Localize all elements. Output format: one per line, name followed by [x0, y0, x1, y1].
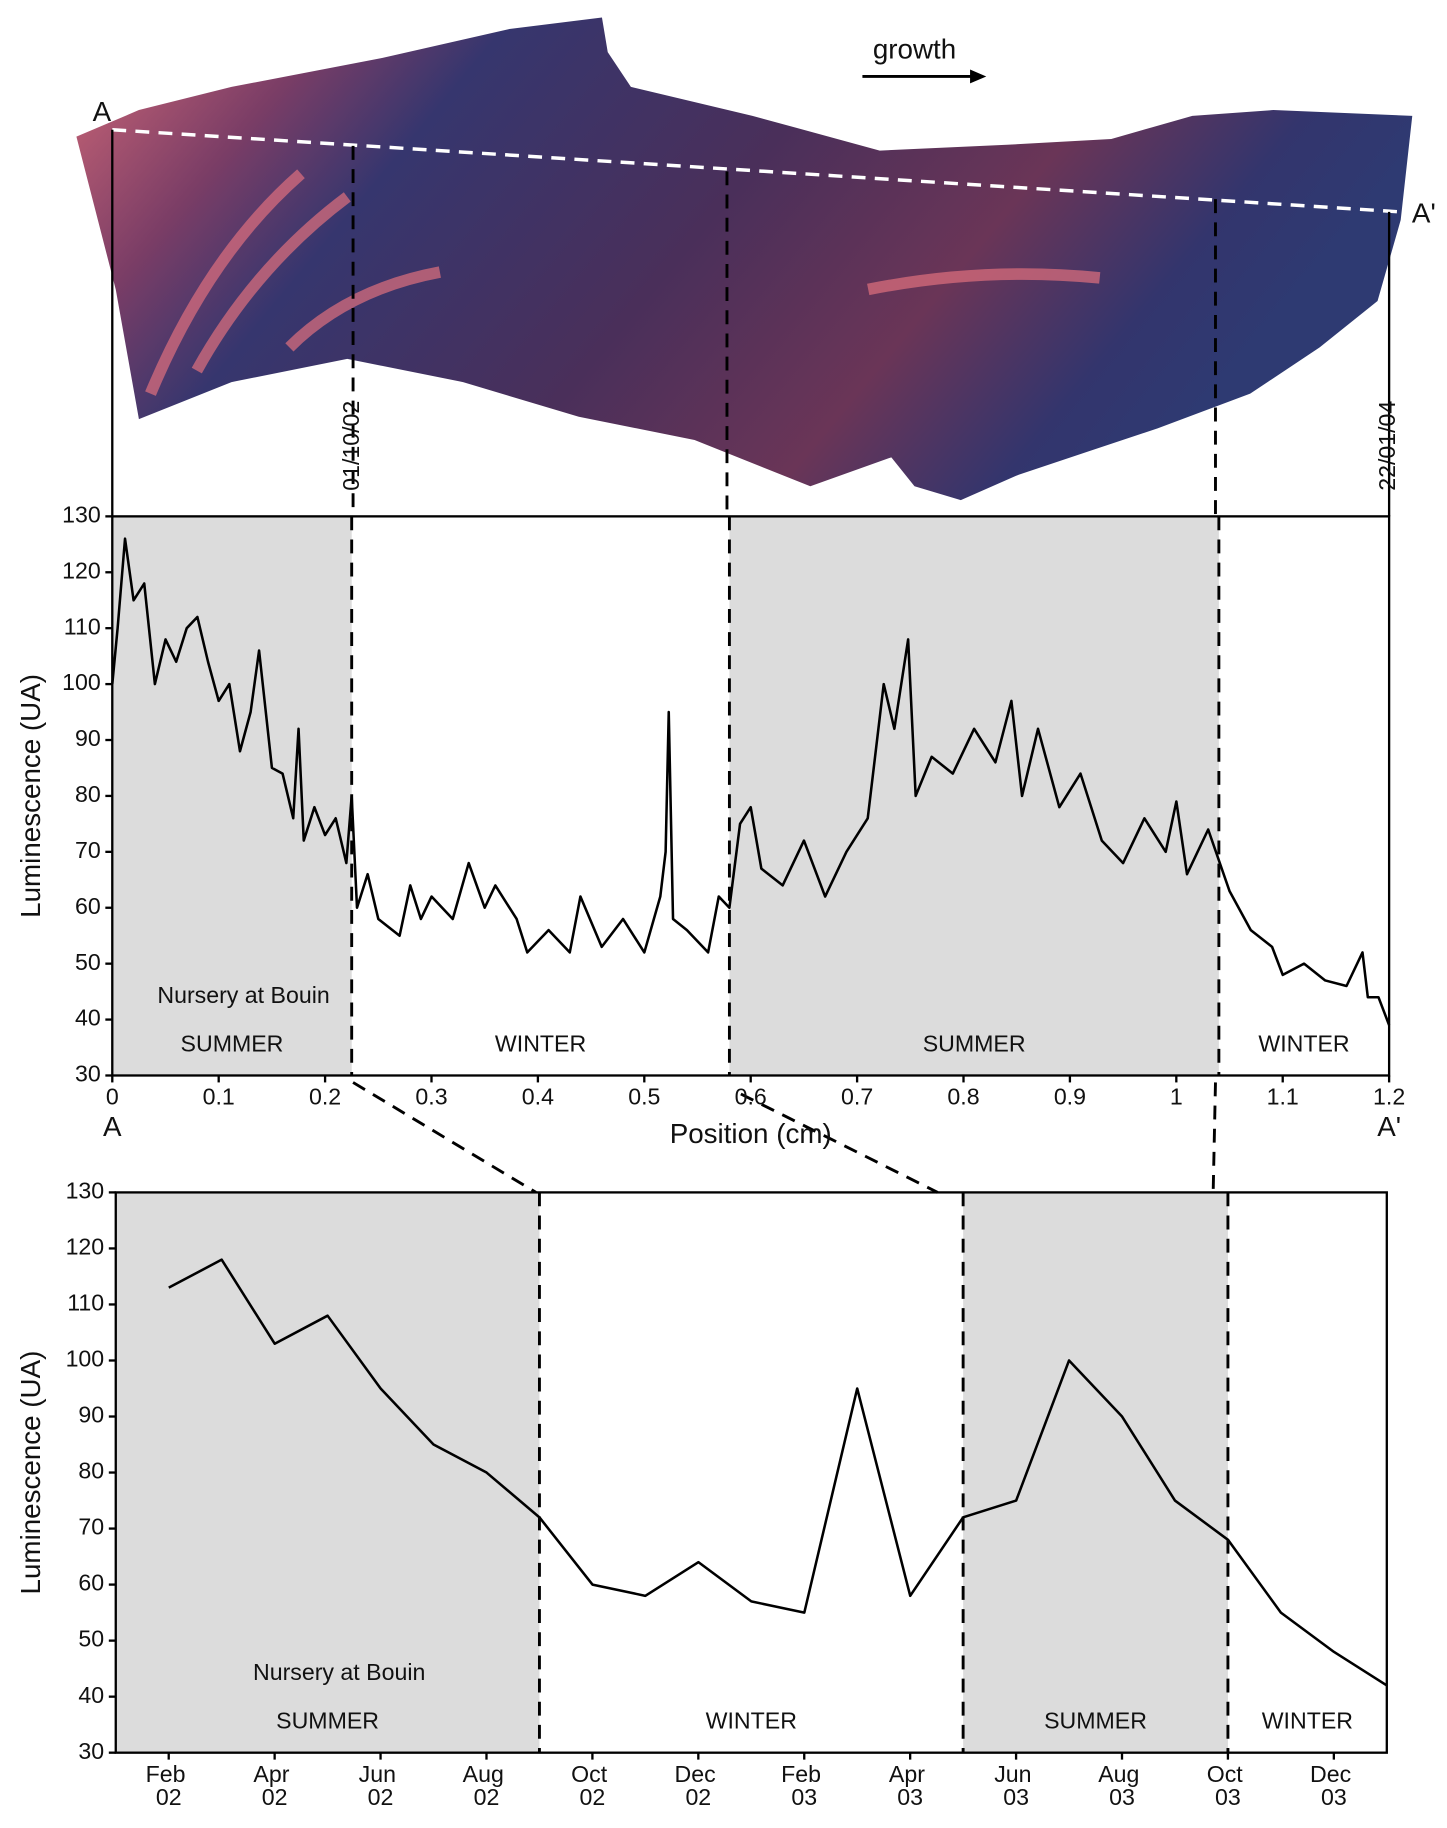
season-band [112, 516, 352, 1076]
y-tick-label: 120 [66, 1234, 105, 1260]
season-label: WINTER [495, 1030, 586, 1056]
x-tick-label: 0.8 [947, 1084, 979, 1110]
season-label: WINTER [1262, 1708, 1353, 1734]
y-tick-label: 60 [78, 1570, 104, 1596]
annotation: Nursery at Bouin [157, 982, 329, 1008]
x-tick-label: 1 [1170, 1084, 1183, 1110]
season-label: SUMMER [1044, 1708, 1147, 1734]
season-label: SUMMER [181, 1030, 284, 1056]
y-tick-label: 60 [75, 893, 101, 919]
y-tick-label: 40 [78, 1682, 104, 1708]
x-axis-label: Position (cm) [670, 1118, 832, 1149]
image-dashes [351, 145, 1217, 1194]
y-tick-label: 70 [78, 1514, 104, 1540]
season-band [729, 516, 1219, 1076]
y-tick-label: 30 [78, 1738, 104, 1764]
x-tick-label: 0.9 [1054, 1084, 1086, 1110]
x-tick-label: 1.2 [1373, 1084, 1405, 1110]
y-tick-label: 110 [67, 1290, 104, 1316]
y-tick-label: 70 [75, 837, 101, 863]
x-tick-label: 1.1 [1267, 1084, 1299, 1110]
point-label: A' [1412, 198, 1436, 229]
x-tick-label: 0.5 [628, 1084, 660, 1110]
y-axis-label: Luminescence (UA) [15, 674, 46, 918]
season-label: WINTER [706, 1708, 797, 1734]
y-tick-label: 100 [62, 669, 101, 695]
y-tick-label: 50 [75, 949, 101, 975]
season-band [115, 1192, 540, 1753]
x-tick-label: 0.3 [415, 1084, 447, 1110]
y-tick-label: 50 [78, 1626, 104, 1652]
season-label: SUMMER [923, 1030, 1026, 1056]
x-tick-label: 0.4 [522, 1084, 554, 1110]
x-tick-label: Jun 02 [359, 1761, 403, 1810]
y-tick-label: 130 [62, 501, 101, 527]
y-tick-label: 40 [75, 1005, 101, 1031]
x-tick-label: 0.6 [735, 1084, 767, 1110]
y-tick-label: 120 [62, 557, 101, 583]
x-tick-label: Oct 03 [1207, 1761, 1249, 1810]
y-tick-label: 30 [75, 1061, 101, 1087]
x-tick-label: Oct 02 [571, 1761, 613, 1810]
growth-arrowhead [970, 69, 987, 84]
season-label: SUMMER [276, 1708, 379, 1734]
x-end-label: A' [1377, 1111, 1401, 1142]
season-band [963, 1192, 1228, 1753]
y-tick-label: 90 [78, 1402, 104, 1428]
x-tick-label: 0.7 [841, 1084, 873, 1110]
date-label: 22/01/04 [1374, 401, 1400, 491]
x-tick-label: Dec 03 [1310, 1761, 1358, 1810]
x-tick-label: 0 [106, 1084, 119, 1110]
y-tick-label: 80 [75, 781, 101, 807]
otolith-image [76, 17, 1413, 501]
x-tick-label: Apr 02 [253, 1761, 295, 1810]
y-tick-label: 100 [66, 1346, 105, 1372]
y-tick-label: 90 [75, 725, 101, 751]
x-tick-label: 0.1 [203, 1084, 235, 1110]
x-tick-label: Apr 03 [889, 1761, 931, 1810]
otolith-streaks [145, 169, 1101, 396]
data-line [168, 1258, 1388, 1687]
y-axis-label: Luminescence (UA) [15, 1351, 46, 1595]
x-tick-label: 0.2 [309, 1084, 341, 1110]
x-tick-label: Aug 02 [463, 1761, 511, 1810]
y-tick-label: 110 [64, 613, 101, 639]
x-tick-label: Feb 02 [146, 1761, 192, 1810]
x-end-label: A [103, 1111, 122, 1142]
growth-label: growth [873, 33, 956, 64]
x-tick-label: Dec 02 [675, 1761, 723, 1810]
y-tick-label: 80 [78, 1458, 104, 1484]
y-tick-label: 130 [66, 1178, 105, 1204]
point-label: A [93, 96, 112, 127]
x-tick-label: Aug 03 [1098, 1761, 1146, 1810]
season-label: WINTER [1258, 1030, 1349, 1056]
x-tick-label: Feb 03 [781, 1761, 827, 1810]
data-line [111, 537, 1391, 1026]
x-tick-label: Jun 03 [994, 1761, 1038, 1810]
annotation: Nursery at Bouin [253, 1659, 425, 1685]
transect-line [112, 127, 1401, 214]
date-label: 01/10/02 [338, 401, 364, 491]
